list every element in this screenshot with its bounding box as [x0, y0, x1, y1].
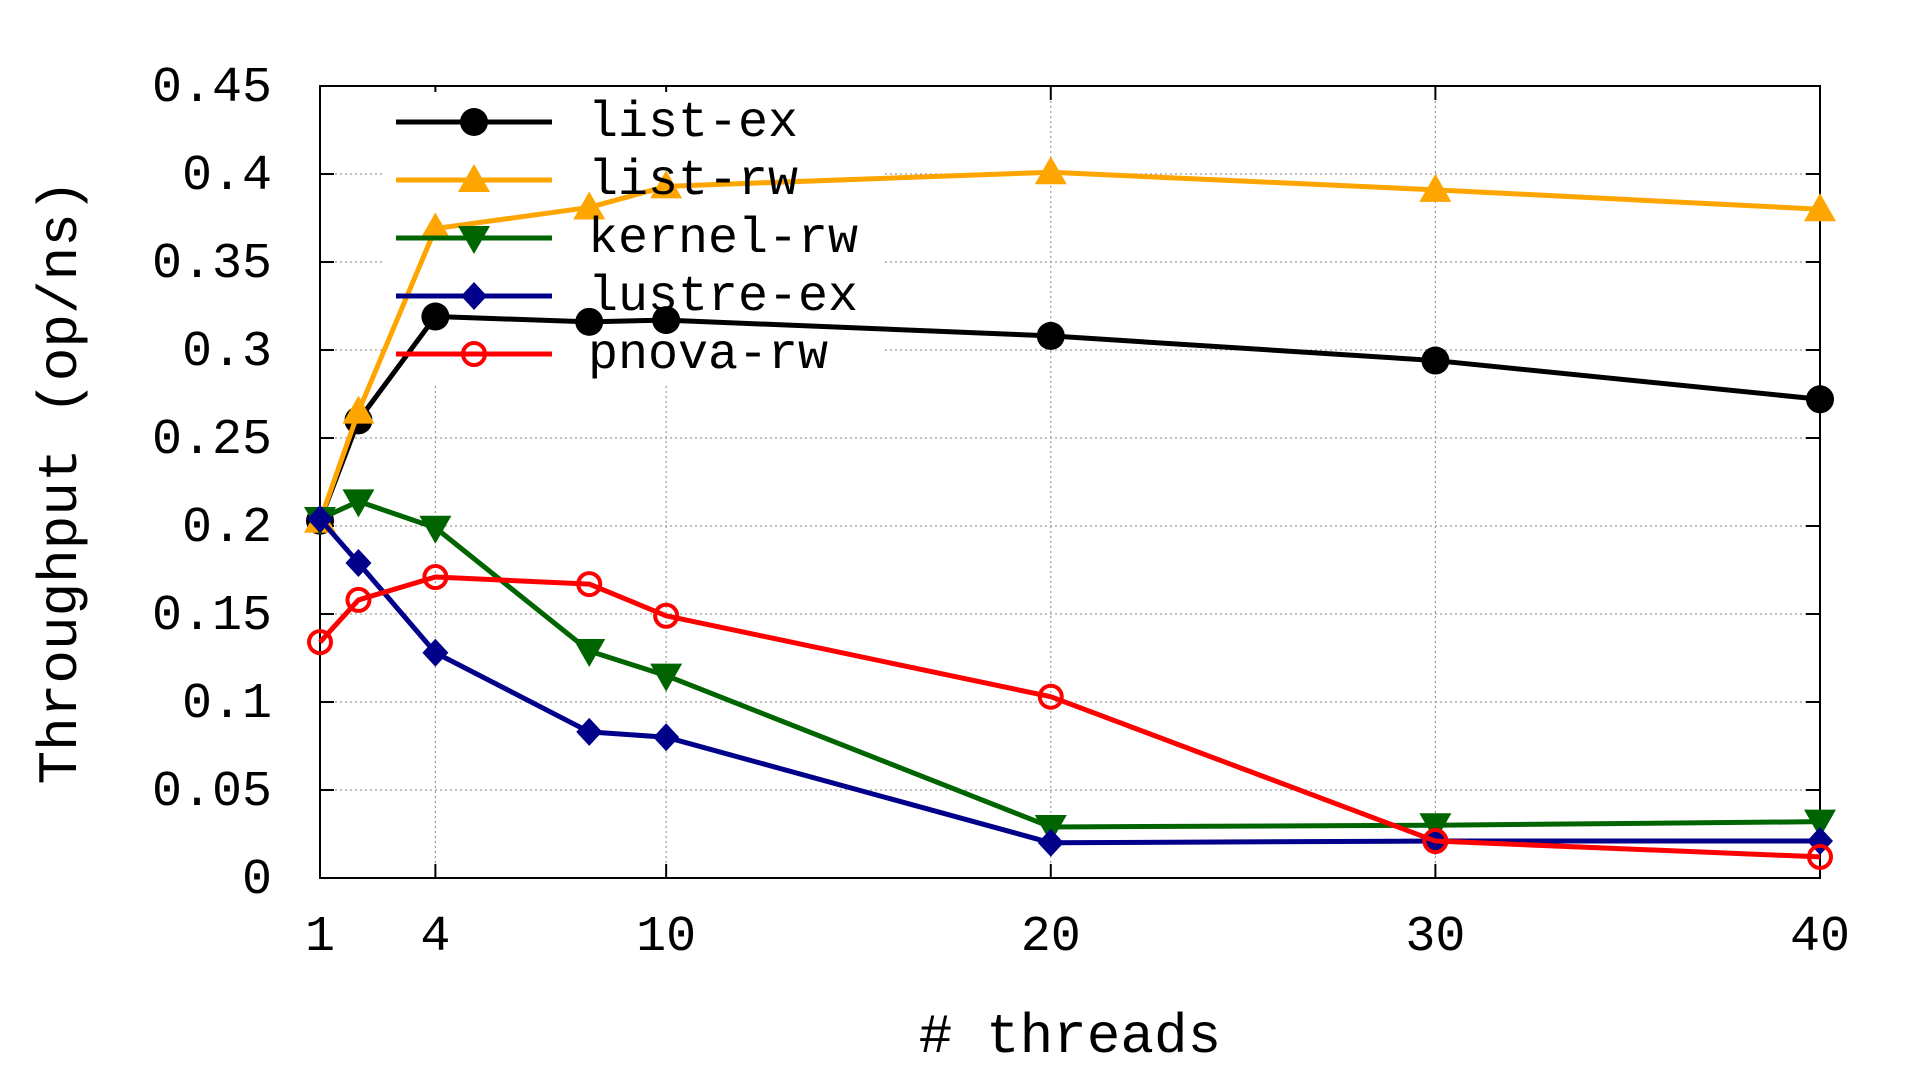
x-axis-title: # threads	[919, 1005, 1221, 1069]
x-tick-label: 40	[1790, 909, 1850, 966]
legend-label: kernel-rw	[588, 211, 858, 268]
legend-label: list-rw	[588, 153, 798, 210]
data-point-kernel-rw	[1804, 809, 1836, 838]
legend-swatch-marker	[458, 226, 490, 254]
legend-item-kernel-rw: kernel-rw	[396, 211, 858, 268]
x-tick-label: 1	[305, 909, 335, 966]
data-point-list-ex	[1036, 321, 1065, 350]
y-tick-label: 0.2	[182, 500, 272, 557]
data-point-kernel-rw	[342, 489, 375, 518]
data-point-lustre-ex	[307, 504, 333, 533]
y-tick-label: 0.05	[152, 764, 272, 821]
data-point-lustre-ex	[576, 717, 603, 746]
y-tick-label: 0.3	[182, 324, 272, 381]
data-point-lustre-ex	[422, 638, 449, 667]
legend-label: lustre-ex	[588, 269, 858, 326]
legend-label: list-ex	[588, 95, 798, 152]
data-point-list-rw	[650, 170, 683, 199]
data-point-kernel-rw	[650, 663, 683, 692]
series-pnova-rw	[307, 564, 1833, 870]
data-point-pnova-rw	[1807, 843, 1833, 870]
y-axis-title: Throughput (op/ns)	[29, 180, 93, 785]
data-point-list-ex	[1806, 385, 1834, 414]
y-axis: 0 0.05 0.1 0.15 0.2 0.25 0.3 0.35 0.4 0.45	[152, 60, 1820, 909]
legend-item-pnova-rw: pnova-rw	[396, 327, 828, 384]
y-tick-label: 0.4	[182, 148, 272, 205]
y-tick-label: 0.1	[182, 676, 272, 733]
data-point-pnova-rw	[1422, 828, 1449, 855]
series-line-pnova-rw	[318, 574, 1821, 860]
legend-item-list-rw: list-rw	[396, 153, 798, 210]
data-point-list-rw	[573, 191, 606, 220]
data-point-pnova-rw	[307, 629, 333, 656]
y-tick-label: 0.15	[152, 588, 272, 645]
data-point-kernel-rw	[419, 515, 452, 544]
series-lustre-ex	[307, 504, 1833, 857]
series-line-list-rw	[317, 169, 1821, 522]
data-point-kernel-rw	[573, 638, 606, 667]
data-point-lustre-ex	[653, 723, 680, 752]
data-point-list-rw	[419, 212, 452, 241]
x-tick-label: 20	[1021, 909, 1081, 966]
x-axis: 1 4 10 20 30 40	[305, 86, 1850, 966]
series-line-kernel-rw	[318, 498, 1821, 830]
legend-item-list-ex: list-ex	[396, 95, 798, 152]
data-point-list-ex	[421, 302, 450, 331]
x-tick-label: 30	[1405, 909, 1465, 966]
y-tick-label: 0.35	[152, 236, 272, 293]
data-point-pnova-rw	[345, 586, 372, 613]
data-point-list-rw	[342, 395, 375, 424]
data-point-list-rw	[1804, 193, 1836, 222]
data-point-lustre-ex	[345, 548, 372, 577]
y-tick-label: 0.45	[152, 60, 272, 117]
series-line-list-ex	[317, 314, 1821, 522]
data-point-lustre-ex	[1037, 828, 1064, 857]
legend-item-lustre-ex: lustre-ex	[396, 269, 858, 326]
data-point-pnova-rw	[653, 602, 680, 629]
legend-swatch-marker	[461, 341, 487, 367]
x-tick-label: 10	[636, 909, 696, 966]
legend-label: pnova-rw	[588, 327, 828, 384]
series-line-lustre-ex	[318, 517, 1820, 846]
y-tick-label: 0.25	[152, 412, 272, 469]
data-point-list-ex	[1421, 346, 1450, 375]
data-point-pnova-rw	[1037, 683, 1064, 710]
data-point-list-ex	[652, 306, 681, 335]
data-point-pnova-rw	[576, 571, 603, 598]
data-point-list-rw	[1034, 156, 1067, 185]
y-tick-label: 0	[242, 852, 272, 909]
data-point-list-ex	[575, 307, 604, 336]
data-point-pnova-rw	[422, 564, 449, 591]
series-layer	[304, 156, 1836, 870]
legend-swatch-marker	[460, 108, 488, 136]
data-point-list-rw	[1419, 173, 1452, 202]
legend-swatch-marker	[458, 164, 490, 192]
legend-swatch-marker	[461, 282, 487, 310]
plot-frame	[319, 85, 1821, 879]
x-tick-label: 4	[420, 909, 450, 966]
